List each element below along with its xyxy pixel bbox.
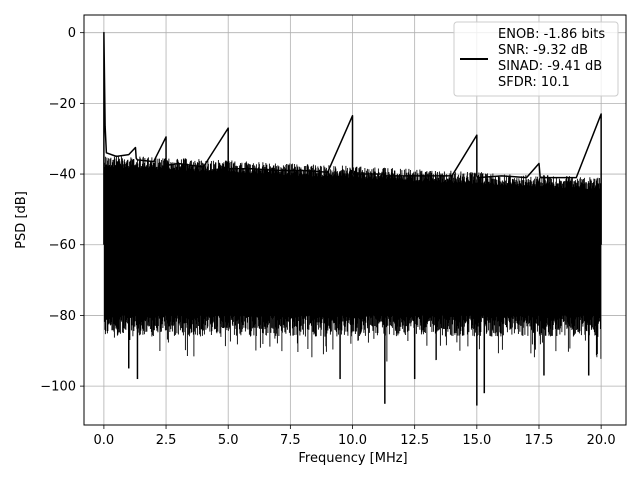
- legend: ENOB: -1.86 bits SNR: -9.32 dB SINAD: -9…: [453, 21, 619, 97]
- y-tick-label: −40: [49, 168, 76, 183]
- legend-text-sfdr: SFDR: 10.1: [498, 75, 570, 90]
- x-tick-label: 2.5: [156, 433, 177, 448]
- y-tick-label: −80: [49, 309, 76, 324]
- plot-frame: [83, 14, 627, 426]
- x-tick-label: 10.0: [338, 433, 367, 448]
- x-axis-ticks: 0.0 2.5 5.0 7.5 10.0 12.5 15.0 17.5 20.0: [94, 425, 616, 448]
- x-tick-label: 15.0: [462, 433, 491, 448]
- x-tick-label: 7.5: [280, 433, 301, 448]
- x-tick-label: 0.0: [94, 433, 115, 448]
- y-axis-label: PSD [dB]: [14, 191, 29, 249]
- x-tick-label: 5.0: [218, 433, 239, 448]
- plot-area: [103, 31, 602, 406]
- x-tick-label: 17.5: [525, 433, 554, 448]
- y-axis-ticks: 0 −20 −40 −60 −80 −100: [40, 26, 84, 395]
- legend-box: [453, 21, 619, 97]
- legend-text-sinad: SINAD: -9.41 dB: [498, 59, 602, 74]
- series-line: [103, 31, 602, 245]
- x-tick-label: 12.5: [400, 433, 429, 448]
- series-lines: [103, 31, 602, 245]
- y-tick-label: 0: [68, 26, 76, 41]
- legend-text-snr: SNR: -9.32 dB: [498, 43, 588, 58]
- legend-text-enob: ENOB: -1.86 bits: [498, 27, 605, 42]
- x-axis-label: Frequency [MHz]: [298, 451, 407, 466]
- y-tick-label: −20: [49, 97, 76, 112]
- x-tick-label: 20.0: [587, 433, 616, 448]
- y-tick-label: −60: [49, 238, 76, 253]
- y-tick-label: −100: [40, 380, 76, 395]
